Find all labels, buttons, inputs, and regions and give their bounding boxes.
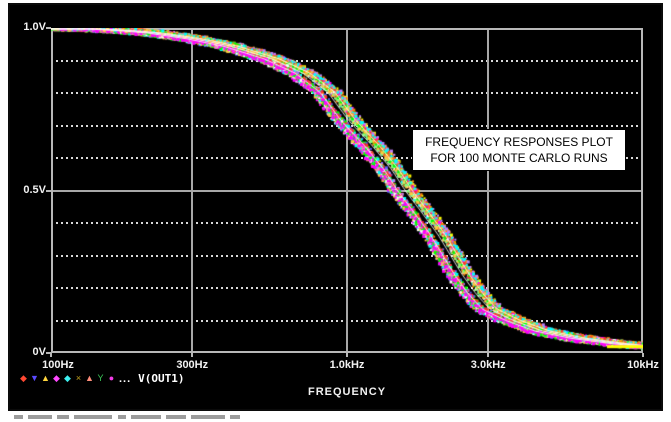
x-axis-tick <box>487 353 490 357</box>
x-axis-tick <box>346 353 348 357</box>
triangle-down-marker-icon: ▼ <box>30 373 39 383</box>
x-axis-tick <box>50 353 52 357</box>
legend-ellipsis: ... <box>119 372 132 385</box>
legend-marker-symbols: ◆ ▼ ▲ ◆ ◆ × ▲ Y ● <box>18 371 117 386</box>
diamond-marker-icon: ◆ <box>64 373 71 383</box>
triangle-up-marker-icon: ▲ <box>85 373 94 383</box>
annotation-box: FREQUENCY RESPONSES PLOT FOR 100 MONTE C… <box>412 129 626 171</box>
caption-fragment <box>166 415 186 419</box>
cross-marker-icon: × <box>75 373 82 383</box>
y-tick-label: 0.5V <box>23 183 46 196</box>
x-tick-label: 1.0kHz <box>329 359 365 371</box>
dot-marker-icon: ● <box>108 373 115 383</box>
y-tick-label: 0V <box>32 346 46 358</box>
caption-fragment <box>14 415 23 419</box>
wye-marker-icon: Y <box>97 373 104 383</box>
y-axis-tick <box>46 27 51 29</box>
figure-frame: 1.0V 0.5V 0V 100Hz 300Hz 1.0kHz 3.0kHz 10kHz F… <box>8 3 663 411</box>
annotation-line-2: FOR 100 MONTE CARLO RUNS <box>430 151 608 165</box>
caption-fragment <box>28 415 52 419</box>
monte-carlo-traces-canvas <box>51 28 643 353</box>
x-axis-tick <box>642 353 644 357</box>
annotation-line-1: FREQUENCY RESPONSES PLOT <box>425 134 613 149</box>
caption-fragment <box>230 415 240 419</box>
caption-fragment <box>57 415 69 419</box>
caption-fragment <box>118 415 126 419</box>
y-axis-tick <box>46 352 51 354</box>
trace-legend: ◆ ▼ ▲ ◆ ◆ × ▲ Y ● ... V(OUT1) <box>18 371 185 386</box>
x-tick-label: 10kHz <box>627 359 659 371</box>
caption-fragment <box>131 415 161 419</box>
trace-name-label: V(OUT1) <box>138 372 185 385</box>
y-tick-label: 1.0V <box>23 21 46 33</box>
x-tick-label: 300Hz <box>176 359 209 371</box>
x-tick-label: 3.0kHz <box>470 359 506 371</box>
caption-fragment <box>191 415 225 419</box>
x-axis-title: FREQUENCY <box>307 386 387 398</box>
diamond-marker-icon: ◆ <box>53 373 60 383</box>
x-axis-tick <box>191 353 194 357</box>
y-axis-tick <box>46 189 51 192</box>
caption-fragment <box>74 415 112 419</box>
diamond-marker-icon: ◆ <box>20 373 27 383</box>
triangle-up-marker-icon: ▲ <box>41 373 50 383</box>
x-tick-label: 100Hz <box>42 359 74 371</box>
